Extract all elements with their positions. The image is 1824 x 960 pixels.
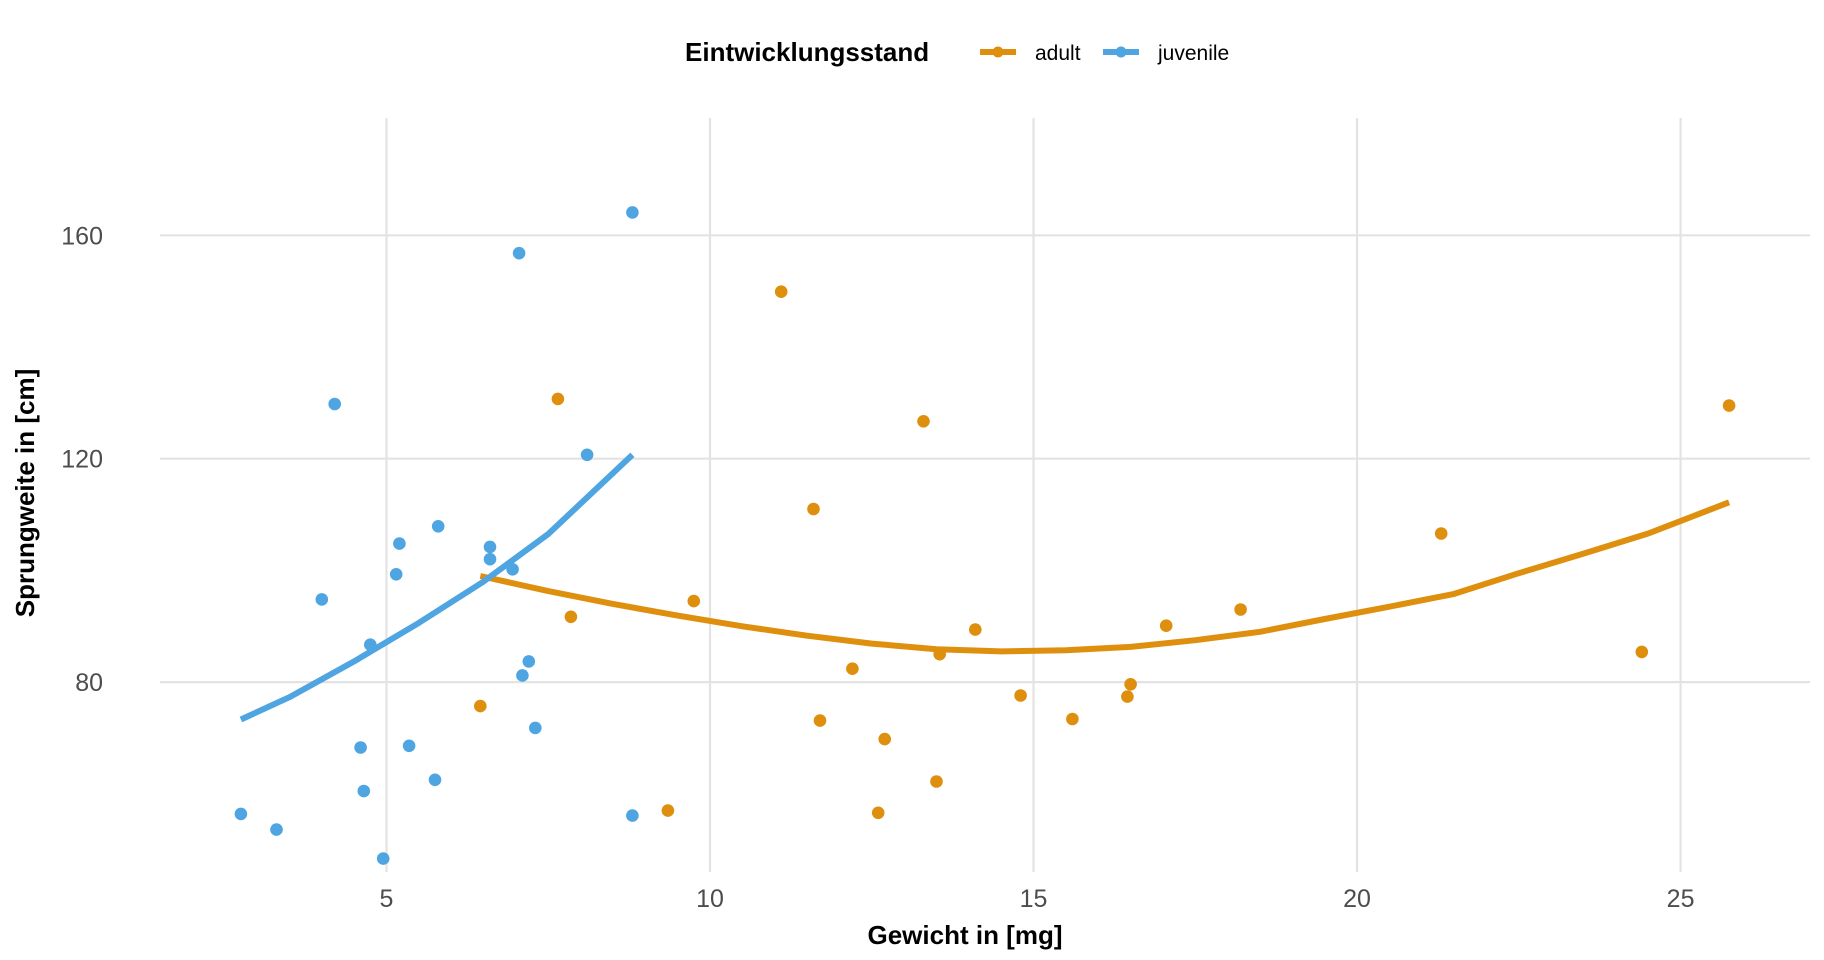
juvenile-point <box>580 448 594 462</box>
adult-point <box>1066 712 1079 726</box>
juvenile-point <box>529 721 542 735</box>
juvenile-point <box>431 520 445 533</box>
adult-point <box>687 594 701 608</box>
legend-key-point <box>1115 46 1127 58</box>
x-tick-label: 5 <box>380 885 394 913</box>
data-points <box>234 206 1736 865</box>
adult-point <box>1124 678 1137 691</box>
juvenile-point <box>516 669 529 682</box>
juvenile-point <box>512 246 526 260</box>
legend-title: Eintwicklungsstand <box>685 37 929 67</box>
juvenile-point <box>428 773 442 787</box>
adult-point <box>1234 603 1247 616</box>
juvenile-point <box>376 852 390 865</box>
legend-label: adult <box>1035 42 1081 65</box>
legend-label: juvenile <box>1157 42 1229 65</box>
adult-point <box>1635 645 1649 659</box>
adult-point <box>1159 619 1173 632</box>
juvenile-point <box>354 741 367 754</box>
juvenile-point <box>522 655 536 668</box>
juvenile-trend-line <box>239 452 635 723</box>
juvenile-point <box>315 593 329 606</box>
juvenile-point <box>393 537 406 550</box>
adult-point <box>1434 527 1448 540</box>
adult-point <box>813 714 827 727</box>
adult-point <box>474 699 487 713</box>
juvenile-point <box>364 638 377 651</box>
adult-point <box>1121 690 1134 703</box>
x-tick-label: 15 <box>1020 885 1048 913</box>
adult-trend-line <box>479 499 1731 655</box>
x-tick-label: 10 <box>696 885 724 913</box>
juvenile-point <box>389 568 403 581</box>
juvenile-point <box>626 206 639 219</box>
adult-point <box>551 392 565 406</box>
legend-key-point <box>992 46 1004 58</box>
legend-entries: adult juvenile <box>980 42 1229 65</box>
tick-labels: 5 10 15 20 25 80 120 160 <box>61 222 1694 913</box>
y-tick-label: 160 <box>61 222 103 250</box>
juvenile-point <box>328 397 342 411</box>
juvenile-point <box>506 563 519 576</box>
juvenile-point <box>357 784 371 798</box>
y-tick-label: 80 <box>75 669 103 697</box>
adult-point <box>1722 399 1736 412</box>
legend: Eintwicklungsstand adult juvenile <box>685 37 1229 67</box>
juvenile-point <box>483 552 497 566</box>
y-axis-title: Sprungweite in [cm] <box>10 369 40 617</box>
legend-item-adult: adult <box>980 42 1081 65</box>
legend-item-juvenile: juvenile <box>1103 42 1229 65</box>
trend-lines <box>239 452 1731 723</box>
juvenile-point <box>270 823 283 836</box>
adult-point <box>564 610 578 624</box>
x-axis-title: Gewicht in [mg] <box>868 920 1063 950</box>
adult-point <box>917 415 930 428</box>
gridlines <box>160 118 1810 872</box>
adult-point <box>878 732 891 746</box>
adult-point <box>846 662 859 675</box>
x-tick-label: 20 <box>1343 885 1371 913</box>
adult-point <box>933 647 946 661</box>
adult-point <box>930 775 943 788</box>
adult-point <box>661 804 675 817</box>
juvenile-point <box>483 540 497 554</box>
x-tick-label: 25 <box>1667 885 1695 913</box>
adult-point <box>969 623 982 636</box>
adult-point <box>1014 689 1027 702</box>
adult-point <box>871 806 885 820</box>
juvenile-point <box>402 739 416 753</box>
y-tick-label: 120 <box>61 446 103 474</box>
juvenile-point <box>626 809 639 822</box>
adult-point <box>774 285 788 299</box>
adult-point <box>807 502 820 516</box>
juvenile-point <box>234 807 248 821</box>
